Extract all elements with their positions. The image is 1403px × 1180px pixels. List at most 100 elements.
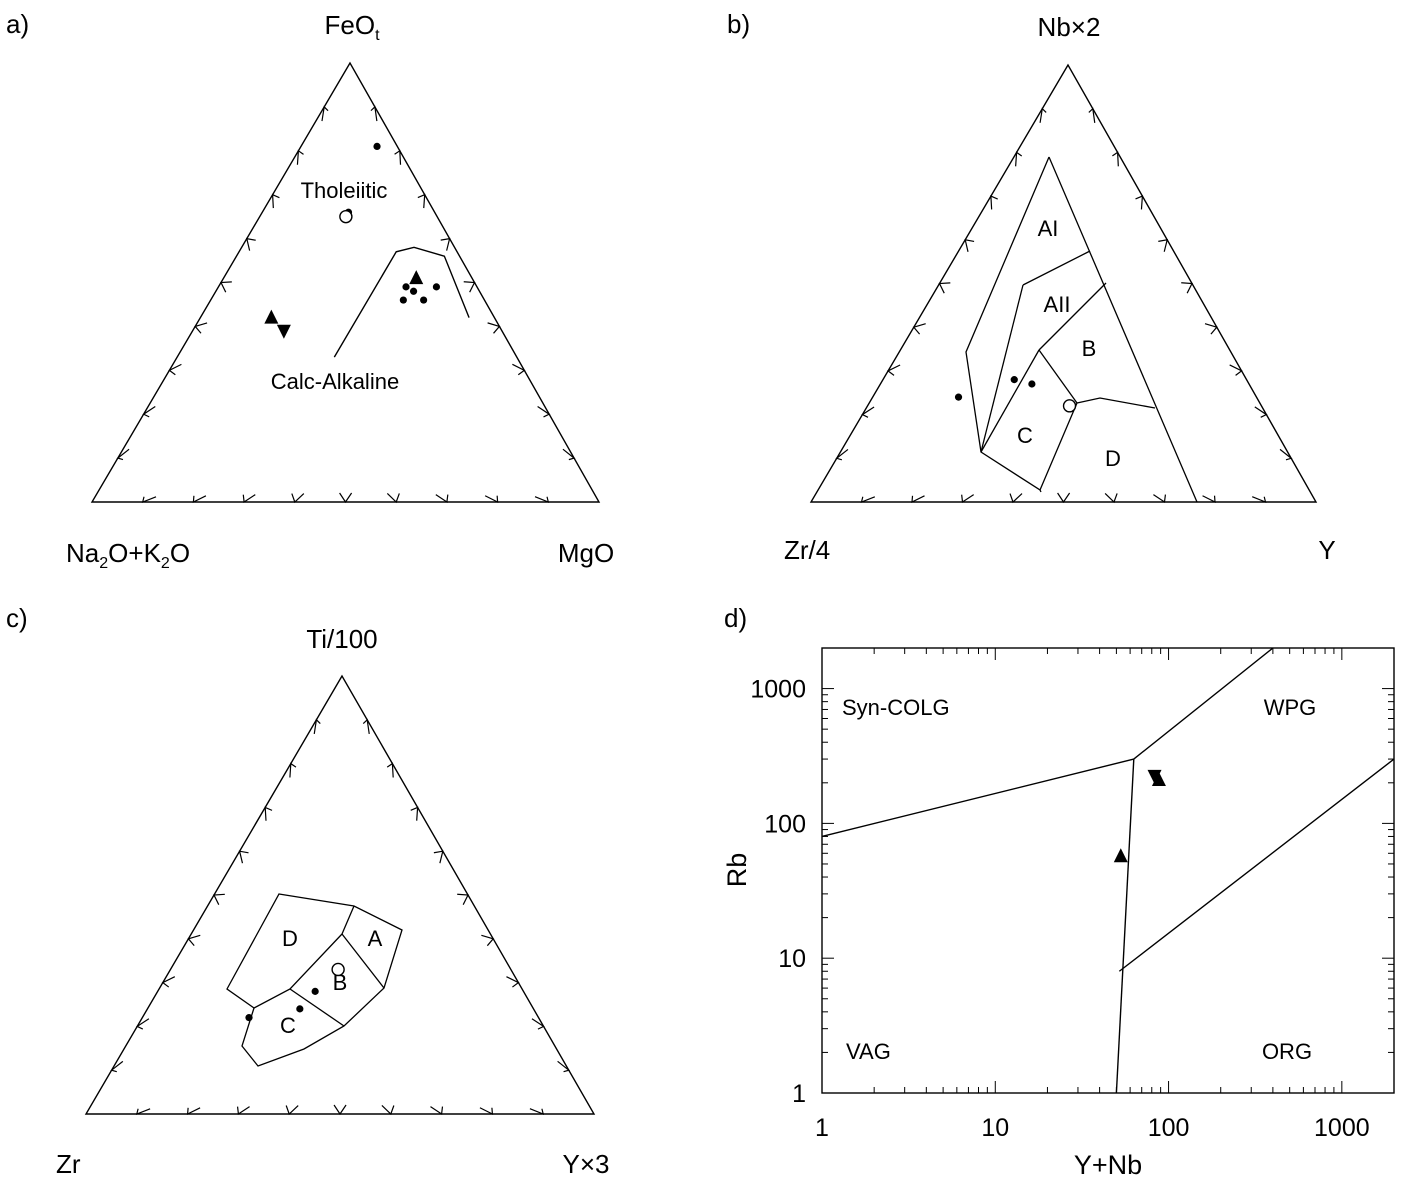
tick-mark [433, 850, 444, 864]
panel-a-boundary [333, 246, 470, 358]
apex-left-part: O+K [108, 538, 161, 568]
tick-mark [321, 105, 329, 122]
panel-a-ticks [116, 105, 576, 504]
tick-mark [1204, 323, 1218, 335]
tick-mark [313, 718, 321, 735]
tick-mark [512, 363, 526, 376]
panel-c-apex-right: Y×3 [563, 1149, 610, 1179]
data-point [1010, 376, 1018, 384]
tick-mark [537, 405, 551, 418]
tick-mark [1229, 364, 1243, 376]
tick-mark [529, 1108, 545, 1115]
region-c-b: B [333, 970, 348, 995]
region-b-d: D [1105, 446, 1121, 471]
tick-mark [484, 495, 499, 504]
tick-mark [285, 1105, 299, 1116]
panel-b-points [954, 376, 1077, 413]
tick-mark [410, 806, 419, 821]
panel-d: d) 1 10 100 1000 1 10 100 1000 Syn-COLG WPG VAG… [722, 603, 1395, 1180]
tick-mark [264, 806, 273, 821]
tick-mark [1015, 151, 1023, 167]
panel-b-c-top-line [1038, 349, 1078, 404]
tick-mark [479, 1107, 494, 1116]
panel-b: b) Nb×2 Zr/4 Y AI AII B C D [727, 9, 1336, 565]
panel-c-fields [226, 893, 403, 1067]
panel-a-apex-top: FeOt [324, 10, 380, 44]
region-c-c: C [280, 1013, 296, 1038]
discrimination-boundary [1118, 758, 1395, 972]
tick-mark [339, 492, 353, 504]
panel-b-apex-right: Y [1318, 535, 1335, 565]
panel-d-points [1113, 769, 1166, 863]
apex-left-part: Na [66, 538, 100, 568]
tick-mark [220, 281, 232, 293]
discrimination-boundary [1115, 759, 1135, 1094]
panel-a-triangle [90, 61, 601, 503]
tick-mark [135, 1018, 150, 1030]
panel-b-c-left-line [980, 349, 1040, 453]
data-point [264, 309, 279, 324]
x-tick-label: 1000 [1314, 1114, 1370, 1142]
tick-mark [236, 1106, 250, 1116]
tick-mark [141, 496, 157, 503]
tick-mark [435, 494, 449, 504]
panel-b-label: b) [727, 9, 750, 39]
tick-mark [860, 496, 876, 503]
panel-b-apex-left: Zr/4 [784, 535, 830, 565]
panel-d-boundaries [821, 647, 1395, 1094]
tick-mark [562, 448, 576, 461]
tick-mark [110, 1060, 124, 1073]
tick-mark [192, 495, 207, 504]
tick-mark [1088, 107, 1096, 123]
region-tholeiitic: Tholeiitic [301, 178, 388, 203]
apex-left-part: 2 [161, 555, 170, 572]
tick-mark [238, 850, 249, 864]
tick-mark [506, 976, 520, 988]
panel-c-ticks [110, 718, 571, 1116]
data-point [1147, 769, 1162, 784]
data-point [402, 283, 410, 291]
tick-mark [463, 281, 476, 293]
tick-mark [1039, 107, 1047, 123]
data-point [409, 270, 424, 285]
panel-c-d-a-line [341, 905, 355, 935]
tick-mark [394, 149, 402, 165]
panel-b-aii-left-line [980, 284, 1024, 453]
tick-mark [187, 934, 201, 947]
y-tick-label: 10 [778, 945, 806, 973]
x-tick-label: 100 [1148, 1114, 1190, 1142]
data-point [331, 962, 345, 977]
tick-mark [362, 718, 370, 735]
tick-mark [911, 495, 925, 504]
tick-mark [168, 363, 182, 376]
panel-b-b-d-line [1076, 397, 1156, 409]
panel-b-aii-b-line [1038, 282, 1107, 351]
tick-mark [194, 322, 208, 334]
tick-mark [440, 237, 451, 251]
tick-mark [116, 448, 130, 461]
tick-mark [333, 1104, 347, 1116]
panel-c-apex-left: Zr [56, 1149, 81, 1179]
region-aii: AII [1044, 292, 1071, 317]
panel-d-tick-labels: 1 10 100 1000 1 10 100 1000 [750, 676, 1369, 1142]
panel-b-ai-aii-line [1022, 250, 1091, 286]
tick-mark [1009, 493, 1023, 504]
panel-c-a-b-line [341, 933, 385, 989]
tick-mark [417, 193, 426, 209]
tick-mark [381, 1105, 395, 1116]
tick-mark [291, 493, 305, 504]
panel-a-points [264, 142, 441, 339]
panel-b-ticks [835, 107, 1293, 504]
tick-mark [386, 762, 394, 778]
tholeiitic-calc-alkaline-boundary [333, 246, 470, 358]
data-point [1028, 380, 1036, 388]
region-c-d: D [282, 926, 298, 951]
panel-b-fields [965, 156, 1198, 503]
tick-mark [1135, 195, 1144, 210]
tick-mark [481, 934, 495, 947]
tick-mark [142, 406, 156, 418]
data-point [954, 393, 963, 401]
panel-d-plot-frame [821, 647, 1395, 1094]
panel-d-ticks [821, 647, 1395, 1094]
